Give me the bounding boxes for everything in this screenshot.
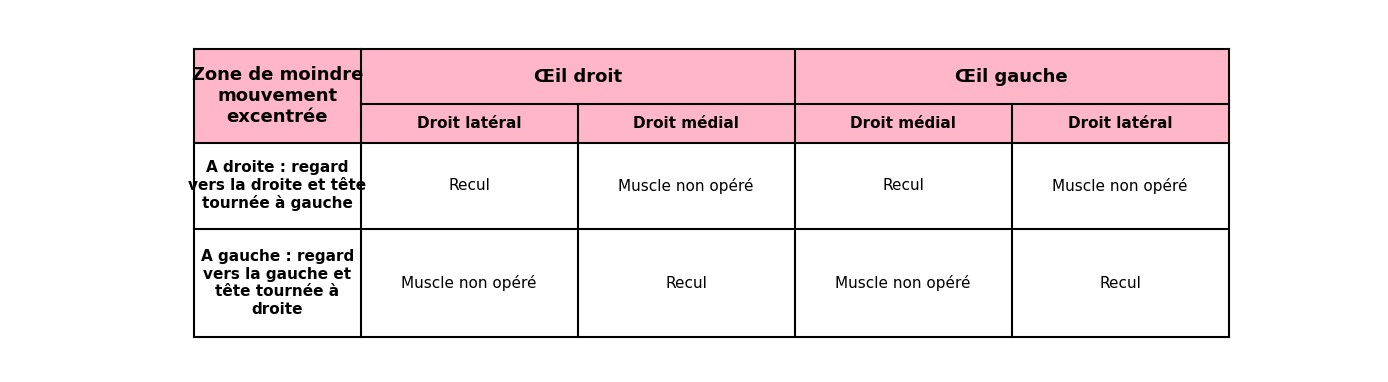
Text: Recul: Recul <box>448 178 490 193</box>
Bar <box>1012 104 1228 143</box>
Text: Muscle non opéré: Muscle non opéré <box>619 178 754 194</box>
Text: A droite : regard
vers la droite et tête
tournée à gauche: A droite : regard vers la droite et tête… <box>189 160 366 212</box>
Text: Muscle non opéré: Muscle non opéré <box>836 275 972 291</box>
Text: Muscle non opéré: Muscle non opéré <box>1052 178 1188 194</box>
Text: Muscle non opéré: Muscle non opéré <box>401 275 537 291</box>
Text: Zone de moindre
mouvement
excentrée: Zone de moindre mouvement excentrée <box>192 66 364 126</box>
Bar <box>795 49 1228 104</box>
Bar <box>577 104 795 143</box>
Text: A gauche : regard
vers la gauche et
tête tournée à
droite: A gauche : regard vers la gauche et tête… <box>201 249 354 317</box>
Bar <box>361 49 795 104</box>
Text: Droit médial: Droit médial <box>851 116 956 131</box>
Text: Droit latéral: Droit latéral <box>416 116 522 131</box>
Bar <box>361 104 577 143</box>
Text: Œil droit: Œil droit <box>533 68 622 86</box>
Bar <box>795 104 1012 143</box>
Text: Recul: Recul <box>1099 275 1141 290</box>
Text: Œil gauche: Œil gauche <box>955 68 1067 86</box>
Text: Droit médial: Droit médial <box>633 116 738 131</box>
Text: Droit latéral: Droit latéral <box>1067 116 1173 131</box>
Bar <box>194 49 361 143</box>
Text: Recul: Recul <box>883 178 924 193</box>
Text: Recul: Recul <box>665 275 706 290</box>
